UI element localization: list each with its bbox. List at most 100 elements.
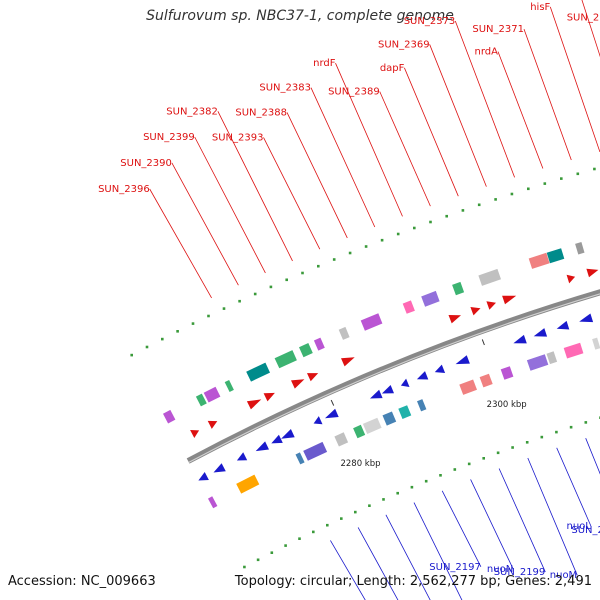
outer-dot xyxy=(593,167,596,171)
gene-label: SUN_2383 xyxy=(259,83,311,94)
reverse-cog-box xyxy=(500,366,514,380)
gene-labels: SUN_2396 SUN_2390 SUN_2399 SUN_2382 SUN_2393… xyxy=(98,0,600,581)
inner-dot xyxy=(424,479,428,483)
reverse-gene-arrow xyxy=(271,434,283,444)
reverse-cog-box xyxy=(295,452,305,465)
forward-gene-arrow xyxy=(566,274,576,284)
reverse-gene-arrow xyxy=(556,320,570,330)
label-leader-lines xyxy=(149,0,600,600)
forward-cog-box xyxy=(575,242,585,255)
inner-dot xyxy=(496,451,500,455)
outer-dot xyxy=(332,258,336,261)
leader-line xyxy=(171,162,239,286)
leader-line xyxy=(330,540,366,600)
reverse-gene-arrow xyxy=(255,441,269,452)
gene-label: dapF xyxy=(380,63,405,74)
inner-dot xyxy=(511,446,514,449)
forward-cog-box xyxy=(338,326,350,340)
forward-cog-box xyxy=(313,337,325,351)
forward-cog-box xyxy=(478,268,501,286)
forward-cog-box xyxy=(452,281,465,296)
inner-dot xyxy=(312,530,315,534)
inner-dot xyxy=(298,537,301,540)
outer-dot xyxy=(396,232,400,236)
inner-dot xyxy=(284,544,287,547)
outer-dot xyxy=(222,307,226,310)
outer-dot xyxy=(445,214,448,218)
inner-dot xyxy=(467,462,471,466)
outer-dot xyxy=(161,337,164,341)
gene-label: nrdF xyxy=(313,58,336,69)
reverse-gene-arrow xyxy=(400,378,410,387)
backbone-highlight xyxy=(188,293,600,463)
leader-line xyxy=(527,457,578,576)
reverse-cog-box xyxy=(479,373,493,388)
leader-line xyxy=(413,502,463,600)
leader-line xyxy=(379,91,431,207)
inner-dot xyxy=(382,498,385,501)
forward-gene-arrow xyxy=(586,268,599,278)
forward-gene-arrow xyxy=(246,399,262,410)
leader-line xyxy=(581,0,600,58)
reverse-gene-arrow xyxy=(213,463,226,473)
outer-dot xyxy=(364,245,368,248)
outer-dot xyxy=(543,182,547,185)
reverse-cog-box xyxy=(459,379,477,395)
leader-line xyxy=(497,51,544,169)
gene-label: SUN_2359 xyxy=(567,13,600,24)
scale-tick xyxy=(481,339,485,346)
reverse-cog-box xyxy=(398,405,412,419)
outer-dot xyxy=(145,345,149,349)
gene-label: nuoM xyxy=(550,570,577,581)
leader-line xyxy=(498,468,546,573)
inner-dot xyxy=(453,468,457,471)
gene-label: hisF xyxy=(530,2,550,13)
outer-dot xyxy=(191,322,195,325)
gene-label: SUN_2388 xyxy=(235,107,287,118)
gene-label: SUN_2227 xyxy=(571,525,600,536)
outer-dot xyxy=(477,203,481,207)
leader-line xyxy=(585,438,600,475)
forward-cog-box xyxy=(203,386,221,403)
reverse-cog-box xyxy=(546,351,558,365)
leader-line xyxy=(556,447,592,527)
forward-gene-arrow xyxy=(263,392,275,402)
reverse-gene-arrow xyxy=(416,371,429,380)
gene-label: SUN_2389 xyxy=(328,87,380,98)
outer-dot xyxy=(130,353,133,357)
reverse-gene-arrow xyxy=(434,364,446,373)
reverse-cog-box xyxy=(526,354,549,371)
accession-text: Accession: NC_009663 xyxy=(8,574,156,589)
outer-dot xyxy=(317,264,320,268)
gene-label: nrdA xyxy=(475,47,499,58)
reverse-cog-box xyxy=(417,399,427,412)
reverse-gene-arrow xyxy=(325,408,339,419)
inner-dot xyxy=(243,565,246,569)
leader-line xyxy=(429,44,487,187)
outer-dot xyxy=(510,192,514,196)
leader-line xyxy=(263,137,321,250)
inner-dot xyxy=(482,457,485,460)
forward-cog-box xyxy=(299,343,313,358)
gene-label: SUN_2390 xyxy=(120,158,172,169)
track-dot-rings xyxy=(130,167,600,569)
inner-dot xyxy=(326,523,329,527)
backbone-arc xyxy=(186,289,600,464)
inner-dot xyxy=(540,435,544,439)
reverse-cog-box xyxy=(362,417,382,434)
gene-label: SUN_2358 xyxy=(594,0,600,2)
reverse-cog-box xyxy=(208,496,218,509)
outer-dot xyxy=(461,209,465,212)
leader-line xyxy=(441,490,482,567)
leader-line xyxy=(310,87,376,228)
inner-dot xyxy=(410,485,414,489)
outer-dot xyxy=(238,299,241,303)
forward-cog-box xyxy=(421,290,440,307)
inner-dot xyxy=(270,551,274,554)
gene-label: nuoL xyxy=(567,521,592,532)
forward-cog-box xyxy=(528,252,550,269)
gene-label: SUN_2371 xyxy=(472,24,524,35)
gene-label: SUN_2197 xyxy=(429,562,481,573)
